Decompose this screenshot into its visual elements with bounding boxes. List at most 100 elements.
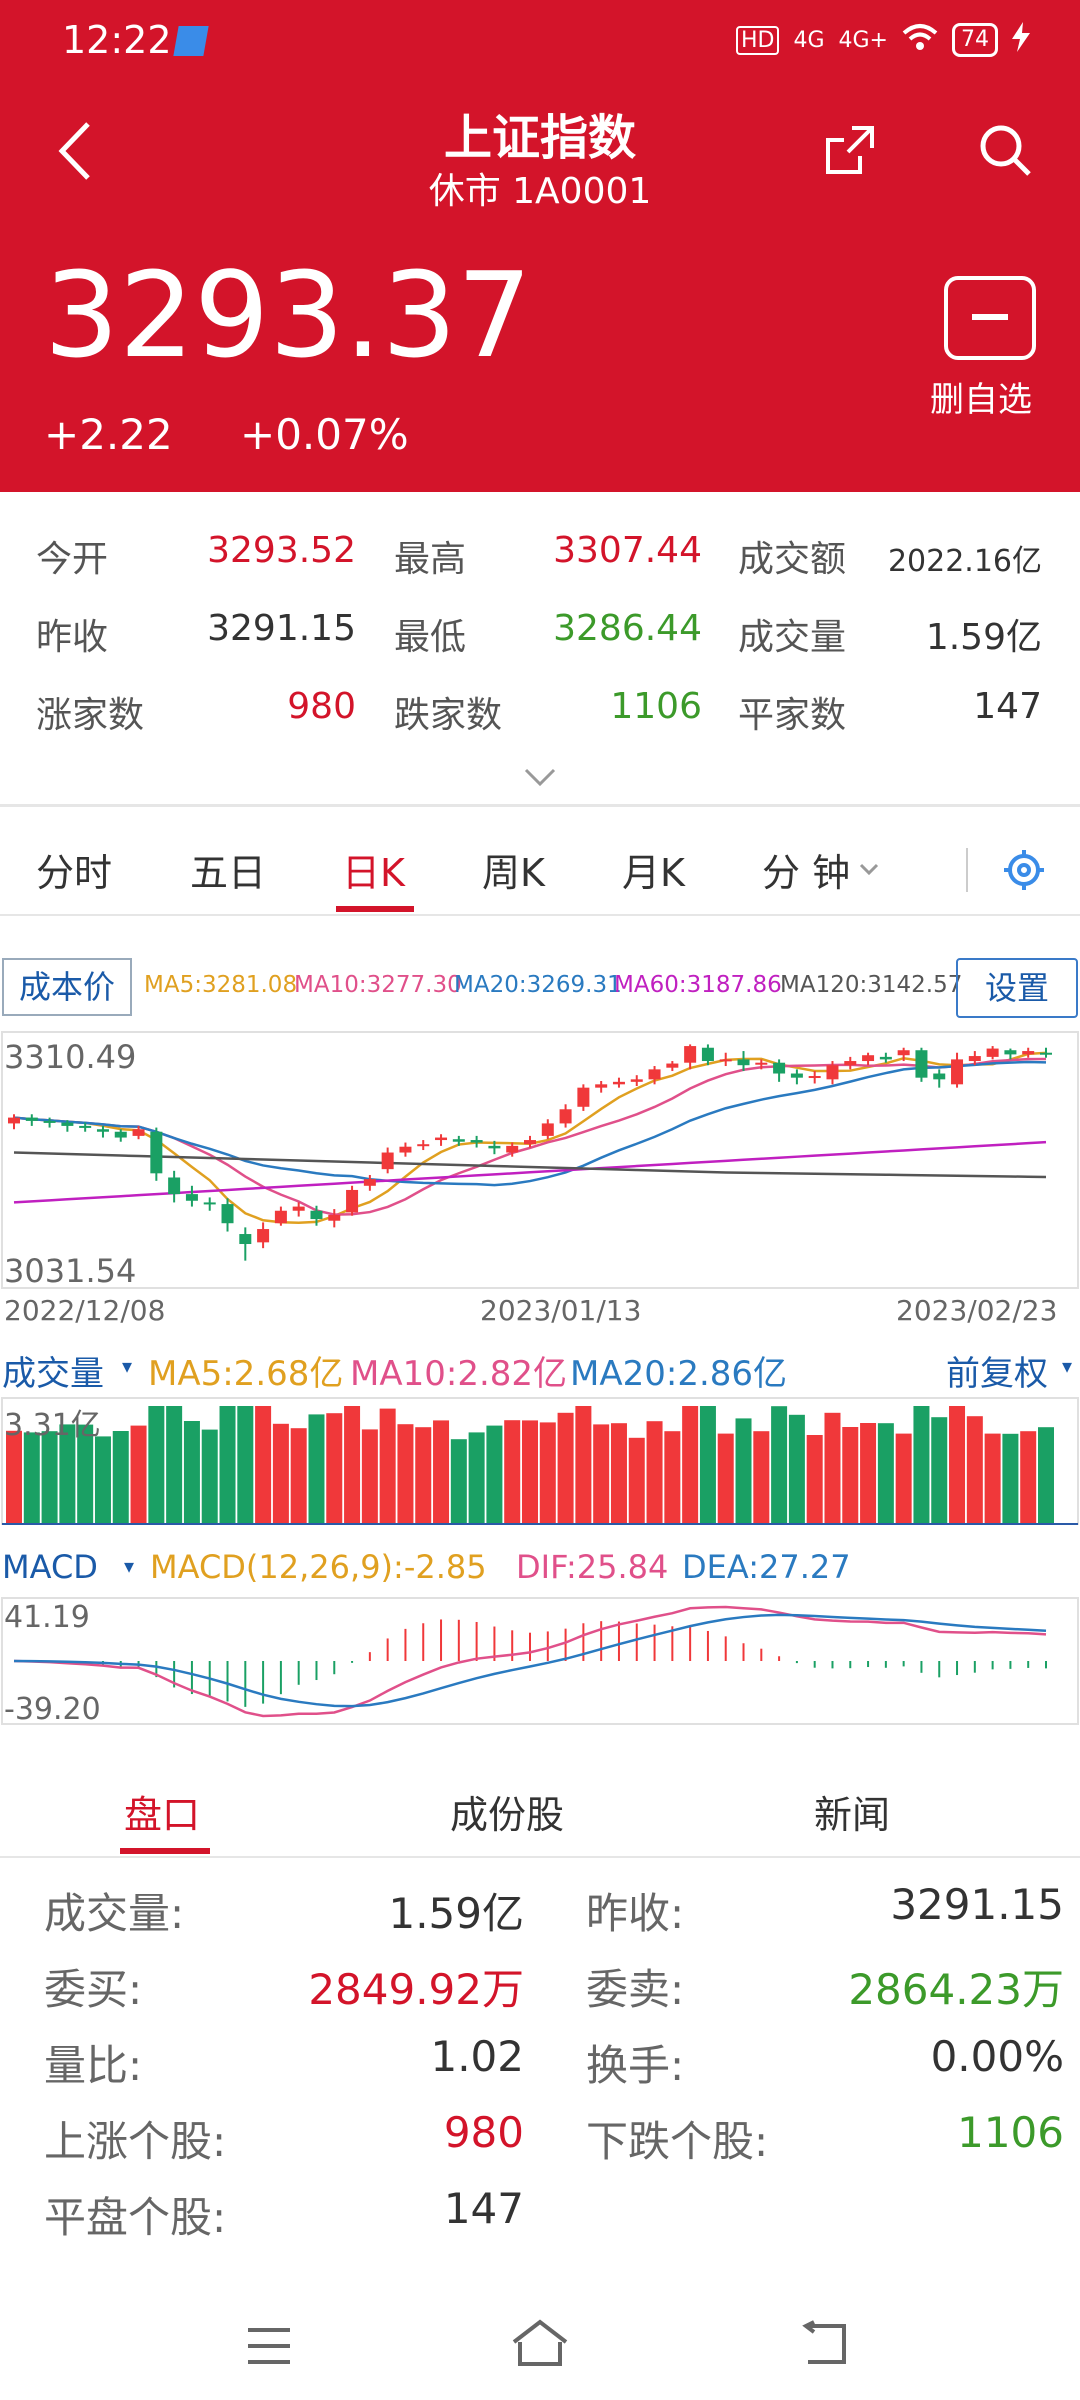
volume-bar	[450, 1439, 467, 1524]
volume-svg	[1, 1397, 1079, 1525]
page-title: 上证指数	[443, 110, 636, 166]
macd-label[interactable]: MACD	[2, 1548, 98, 1586]
stat-label: 跌家数	[394, 695, 503, 736]
tab-constituents[interactable]: 成份股	[450, 1793, 565, 1837]
volume-bar	[379, 1408, 396, 1524]
volume-bar	[788, 1414, 805, 1524]
volume-bar	[486, 1425, 503, 1524]
candle-body	[506, 1145, 519, 1153]
cost-price-button[interactable]: 成本价	[2, 958, 132, 1016]
candle-body	[933, 1073, 946, 1080]
settings-button[interactable]: 设置	[956, 958, 1078, 1018]
candle-body	[274, 1210, 287, 1224]
tab-news[interactable]: 新闻	[814, 1793, 891, 1837]
candle-body	[648, 1069, 661, 1080]
stat-label: 昨收	[36, 617, 109, 658]
candle-body	[488, 1145, 501, 1149]
pankou-value: 1.59亿	[388, 1889, 524, 1938]
menu-icon[interactable]	[246, 2326, 292, 2366]
adjust-mode[interactable]: 前复权	[946, 1354, 1048, 1394]
vol-ma10: MA10:2.82亿	[350, 1354, 568, 1394]
tab-intraday[interactable]: 分时	[36, 851, 113, 895]
page-subtitle: 休市 1A0001	[428, 171, 652, 212]
candle-body	[346, 1189, 359, 1213]
charging-icon	[1012, 22, 1030, 58]
candle-body	[915, 1050, 928, 1078]
gear-icon[interactable]	[1000, 846, 1048, 894]
volume-bar	[237, 1406, 254, 1524]
stats-row: 昨收 3291.15 最低 3286.44 成交量 1.59亿	[0, 608, 1080, 668]
tab-five-day[interactable]: 五日	[190, 851, 267, 895]
volume-bar	[877, 1423, 894, 1524]
status-icons: HD 4G 4G+ 74	[735, 22, 1030, 58]
remove-watchlist-label[interactable]: 删自选	[930, 380, 1032, 420]
tab-daily-k[interactable]: 日K	[342, 851, 405, 895]
hd-icon: HD	[735, 25, 780, 55]
candle-body	[25, 1117, 38, 1121]
ma60-line	[13, 1140, 1047, 1204]
candle-body	[897, 1050, 910, 1056]
dif-value: DIF:25.84	[516, 1548, 669, 1586]
candle-body	[452, 1139, 465, 1142]
volume-bar	[860, 1423, 877, 1524]
caret-down-icon: ▾	[1062, 1354, 1073, 1378]
status-time: 12:22	[62, 18, 172, 62]
candle-body	[417, 1144, 430, 1147]
volume-bar	[966, 1416, 983, 1524]
divider	[966, 848, 968, 892]
status-bar: 12:22 HD 4G 4G+ 74	[0, 0, 1080, 84]
volume-bar	[326, 1413, 343, 1524]
volume-bar	[112, 1431, 129, 1524]
candle-body	[612, 1081, 625, 1085]
chevron-down-icon	[859, 863, 879, 876]
pankou-value: 1.02	[430, 2032, 524, 2081]
expand-stats-button[interactable]	[522, 766, 558, 790]
search-icon[interactable]	[975, 120, 1035, 180]
volume-chart: 3.31亿	[0, 1396, 1080, 1526]
pankou-label: 昨收:	[586, 1889, 685, 1938]
remove-watchlist-button[interactable]	[944, 276, 1036, 360]
current-price: 3293.37	[44, 246, 532, 384]
share-icon[interactable]	[820, 120, 880, 180]
pankou-value: 3291.15	[890, 1880, 1064, 1929]
tab-pankou[interactable]: 盘口	[124, 1793, 201, 1837]
candle-body	[773, 1062, 786, 1074]
pankou-label: 成交量:	[44, 1889, 185, 1938]
active-tab-indicator	[120, 1848, 210, 1854]
candle-body	[630, 1079, 643, 1082]
volume-bar	[575, 1406, 592, 1524]
volume-bar	[41, 1431, 58, 1524]
stat-label: 成交量	[738, 617, 847, 658]
pankou-row: 上涨个股: 980 下跌个股: 1106	[0, 2108, 1080, 2178]
pankou-row: 平盘个股: 147	[0, 2184, 1080, 2254]
kline-chart[interactable]: 3310.49 3031.54	[0, 1030, 1080, 1290]
tab-monthly-k[interactable]: 月K	[622, 851, 685, 895]
volume-label[interactable]: 成交量	[2, 1354, 104, 1394]
volume-bar	[593, 1424, 610, 1524]
stat-label: 今开	[36, 539, 109, 580]
candle-body	[96, 1129, 109, 1132]
candle-body	[79, 1125, 92, 1128]
y-axis-max: 3310.49	[4, 1038, 137, 1076]
ma5-value: MA5:3281.08	[144, 972, 298, 998]
volume-bar	[1038, 1427, 1054, 1524]
volume-bar	[6, 1430, 22, 1524]
volume-bar	[468, 1432, 485, 1524]
tab-minute[interactable]: 分 钟	[762, 851, 851, 895]
volume-bar	[361, 1429, 378, 1524]
caret-down-icon: ▾	[124, 1554, 135, 1578]
volume-bar	[504, 1420, 521, 1524]
vol-ma5: MA5:2.68亿	[148, 1354, 344, 1394]
caret-down-icon: ▾	[122, 1354, 133, 1378]
volume-bar	[949, 1406, 966, 1524]
back-nav-icon[interactable]	[800, 2320, 850, 2366]
tab-weekly-k[interactable]: 周K	[482, 851, 545, 895]
x-axis-start-date: 2022/12/08	[4, 1294, 166, 1327]
minus-icon	[972, 314, 1008, 320]
candle-body	[221, 1204, 234, 1224]
candle-body	[951, 1059, 964, 1085]
price-change-percent: +0.07%	[240, 410, 409, 459]
home-icon[interactable]	[510, 2318, 570, 2368]
candle-body	[310, 1210, 323, 1220]
back-button[interactable]	[50, 116, 100, 186]
